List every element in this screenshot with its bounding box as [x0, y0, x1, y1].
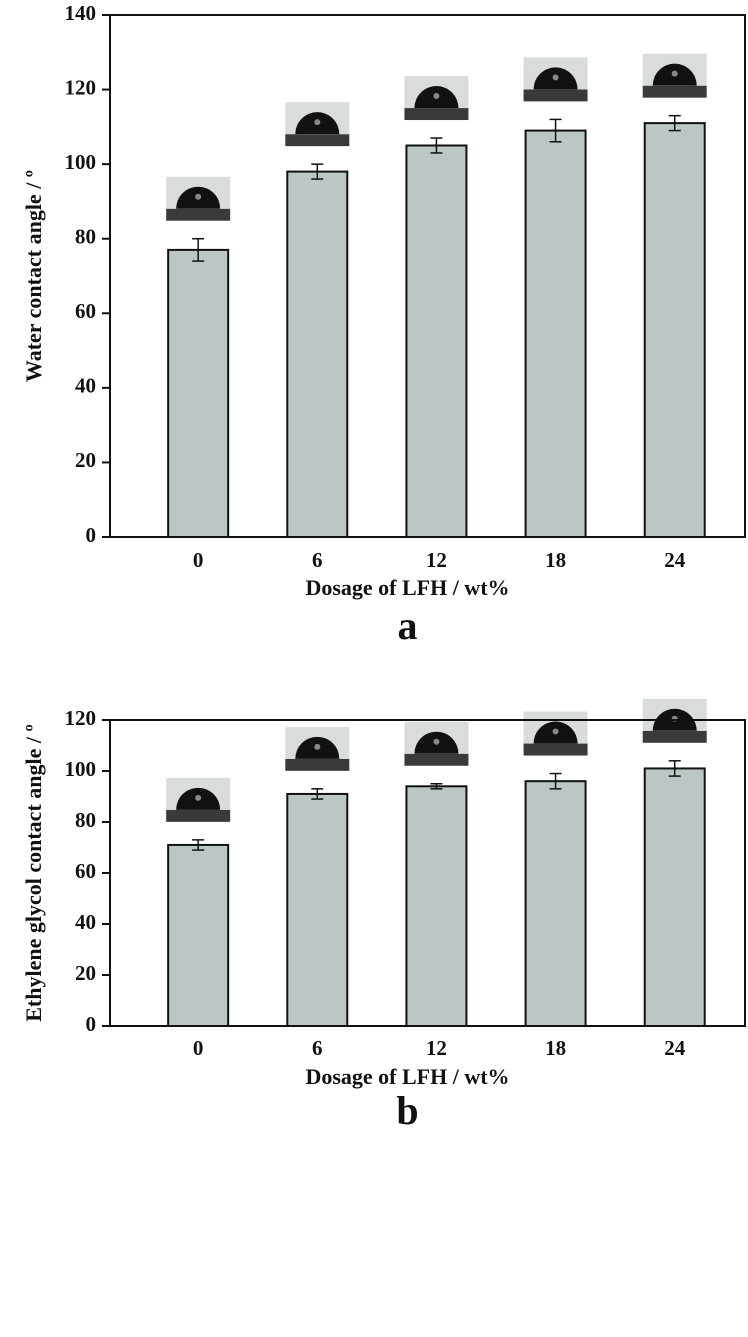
error-bar [192, 237, 205, 262]
droplet-highlight [552, 74, 559, 81]
droplet-substrate [166, 208, 231, 221]
droplet-highlight [314, 743, 321, 750]
y-axis-title: Ethylene glycol contact angle / º [21, 724, 46, 1022]
droplet-highlight [433, 93, 440, 100]
bar [286, 792, 349, 1028]
y-tick-label: 60 [75, 299, 96, 323]
droplet-substrate [523, 743, 588, 756]
bar [405, 785, 468, 1027]
y-tick-label: 0 [86, 523, 97, 547]
x-tick-label: 12 [426, 1036, 447, 1060]
x-tick-label: 18 [545, 1036, 566, 1060]
bar [643, 767, 706, 1027]
error-bar [311, 788, 324, 800]
bar [643, 122, 706, 538]
y-tick-label: 80 [75, 225, 96, 249]
droplet-substrate [642, 730, 707, 743]
panel-label: b [396, 1088, 418, 1133]
error-bar [192, 839, 205, 851]
y-tick-label: 0 [86, 1012, 97, 1036]
x-tick-label: 0 [193, 548, 204, 572]
droplet-highlight [671, 70, 678, 77]
droplet-highlight [433, 738, 440, 745]
x-axis-title: Dosage of LFH / wt% [305, 1064, 509, 1089]
bar [167, 843, 230, 1028]
y-tick-label: 60 [75, 859, 96, 883]
error-bar [549, 772, 562, 790]
droplet-substrate [285, 758, 350, 771]
error-bar [668, 114, 681, 132]
y-tick-label: 100 [65, 757, 97, 781]
droplet-substrate [166, 809, 231, 822]
error-bar [549, 118, 562, 143]
x-axis-title: Dosage of LFH / wt% [305, 575, 509, 600]
plot-frame [109, 719, 746, 1027]
error-bar [668, 760, 681, 777]
droplet-substrate [404, 108, 469, 121]
y-tick-label: 40 [75, 374, 96, 398]
error-bar [311, 163, 324, 180]
droplet-highlight [195, 794, 202, 801]
x-tick-label: 6 [312, 1036, 323, 1060]
y-tick-label: 80 [75, 808, 96, 832]
x-tick-label: 18 [545, 548, 566, 572]
x-tick-label: 24 [664, 1036, 686, 1060]
droplet-highlight [195, 193, 202, 200]
y-tick-label: 120 [65, 75, 97, 99]
y-axis-title: Water contact angle / º [21, 170, 46, 382]
y-tick-label: 120 [65, 706, 97, 730]
bar [524, 129, 587, 538]
droplet-substrate [404, 753, 469, 766]
x-tick-label: 12 [426, 548, 447, 572]
y-tick-label: 20 [75, 448, 96, 472]
droplet-substrate [642, 85, 707, 98]
bar [167, 248, 230, 538]
plot-frame [109, 14, 746, 538]
x-tick-label: 0 [193, 1036, 204, 1060]
error-bar [430, 137, 443, 154]
droplet-highlight [552, 728, 559, 735]
bar [286, 170, 349, 538]
bar [524, 780, 587, 1028]
y-tick-label: 20 [75, 961, 96, 985]
x-tick-label: 6 [312, 548, 323, 572]
y-tick-label: 40 [75, 910, 96, 934]
panel-label: a [398, 603, 418, 648]
y-tick-label: 140 [65, 1, 97, 25]
x-tick-label: 24 [664, 548, 686, 572]
droplet-highlight [314, 119, 321, 126]
y-tick-label: 100 [65, 150, 97, 174]
droplet-substrate [285, 134, 350, 147]
bar [405, 144, 468, 538]
droplet-substrate [523, 89, 588, 102]
error-bar [430, 783, 443, 790]
